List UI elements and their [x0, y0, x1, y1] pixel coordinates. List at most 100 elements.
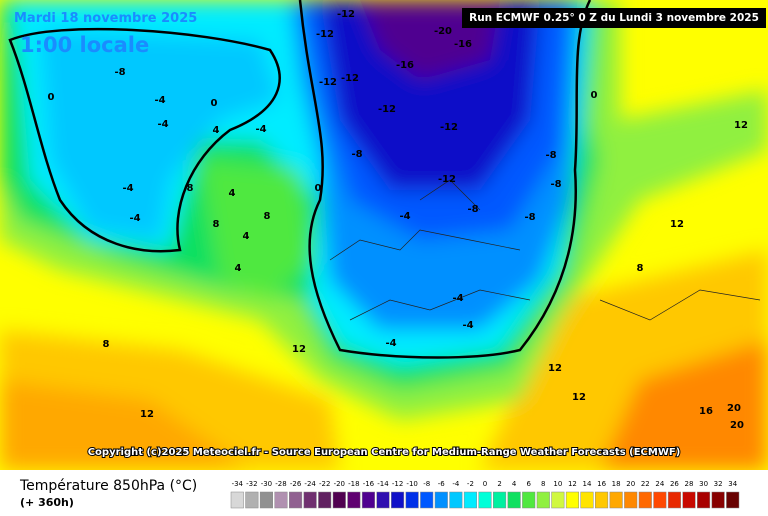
scale-swatch [259, 491, 273, 509]
contour-label: 4 [213, 125, 220, 136]
run-box [462, 8, 766, 28]
contour-label: -8 [545, 150, 556, 161]
scale-label: 16 [597, 480, 606, 488]
scale-swatch [478, 491, 492, 509]
contour-label: 8 [264, 211, 271, 222]
contour-label: -12 [341, 73, 359, 84]
scale-swatch [624, 491, 638, 509]
scale-swatch [347, 491, 361, 509]
scale-label: 12 [568, 480, 577, 488]
contour-label: 8 [213, 219, 220, 230]
scale-label: 4 [512, 480, 517, 488]
legend-subtitle: (+ 360h) [20, 496, 74, 509]
scale-swatch [332, 491, 346, 509]
scale-label: 18 [612, 480, 621, 488]
scale-label: 28 [685, 480, 694, 488]
contour-label: -8 [467, 204, 478, 215]
contour-label: 4 [235, 263, 242, 274]
borders [329, 179, 761, 321]
scale-label: 2 [497, 480, 501, 488]
contour-label: -4 [462, 320, 473, 331]
scale-swatch [726, 491, 740, 509]
contour-label: 8 [637, 263, 644, 274]
contour-label: -4 [154, 95, 165, 106]
contour-label: 12 [734, 120, 748, 131]
scale-swatch [638, 491, 652, 509]
scale-label: 32 [714, 480, 723, 488]
scale-swatch [391, 491, 405, 509]
scale-swatch [682, 491, 696, 509]
contour-label: -20 [434, 26, 452, 37]
contour-label: -4 [255, 124, 266, 135]
contour-label: 20 [730, 420, 744, 431]
contour-label: -12 [316, 29, 334, 40]
scale-swatch [245, 491, 259, 509]
contour-label: 12 [548, 363, 562, 374]
scale-swatch [463, 491, 477, 509]
scale-swatch [230, 491, 244, 509]
scale-swatch [536, 491, 550, 509]
scale-swatch [493, 491, 507, 509]
scale-label: -10 [406, 480, 417, 488]
contour-label: 0 [48, 92, 55, 103]
contour-label: -4 [452, 293, 463, 304]
scale-label: -14 [377, 480, 389, 488]
scale-swatch [522, 491, 536, 509]
scale-swatch [507, 491, 521, 509]
scale-swatch [434, 491, 448, 509]
scale-label: -30 [261, 480, 272, 488]
scale-label: 30 [699, 480, 708, 488]
contour-label: 4 [229, 188, 236, 199]
scale-label: -28 [275, 480, 286, 488]
scale-label: -22 [319, 480, 330, 488]
contour-label: -4 [157, 119, 168, 130]
contour-label: 0 [211, 98, 218, 109]
contour-label: -8 [114, 67, 125, 78]
scale-swatch [274, 491, 288, 509]
contour-label: -12 [438, 174, 456, 185]
contour-label: 8 [187, 183, 194, 194]
scale-label: 14 [583, 480, 592, 488]
contour-label: -12 [440, 122, 458, 133]
scale-label: -18 [348, 480, 359, 488]
contour-label: 4 [243, 231, 250, 242]
scale-label: 34 [728, 480, 737, 488]
contour-label: -4 [399, 211, 410, 222]
contour-label: -4 [122, 183, 133, 194]
contour-label: 12 [572, 392, 586, 403]
scale-swatch [595, 491, 609, 509]
scale-swatch [711, 491, 725, 509]
contour-label: -8 [550, 179, 561, 190]
scale-label: 26 [670, 480, 679, 488]
scale-label: -8 [423, 480, 430, 488]
scale-label: -26 [290, 480, 302, 488]
scale-label: 8 [541, 480, 545, 488]
scale-swatch [551, 491, 565, 509]
temperature-field: Run ECMWF 0.25° 0 Z du Lundi 3 novembre … [0, 0, 768, 470]
contour-label: -8 [351, 149, 362, 160]
scale-label: 20 [626, 480, 635, 488]
scale-swatch [405, 491, 419, 509]
contour-label: 12 [140, 409, 154, 420]
time: 1:00 locale [20, 33, 149, 57]
contour-label: 0 [315, 183, 322, 194]
contour-label: 0 [591, 90, 598, 101]
legend-title: Température 850hPa (°C) [19, 478, 197, 494]
scale-label: 6 [526, 480, 531, 488]
copyright: Copyright (c)2025 Meteociel.fr - Source … [88, 447, 681, 458]
scale-label: -32 [246, 480, 257, 488]
contour-label: -4 [385, 338, 396, 349]
scale-swatch [697, 491, 711, 509]
scale-label: -20 [334, 480, 345, 488]
contour-label: 12 [292, 344, 306, 355]
contour-label: 20 [727, 403, 741, 414]
contour-label: -16 [454, 39, 472, 50]
scale-swatch [667, 491, 681, 509]
scale-label: 24 [655, 480, 664, 488]
contour-label: -12 [337, 9, 355, 20]
scale-label: 10 [553, 480, 562, 488]
scale-swatch [609, 491, 623, 509]
date: Mardi 18 novembre 2025 [14, 11, 197, 26]
